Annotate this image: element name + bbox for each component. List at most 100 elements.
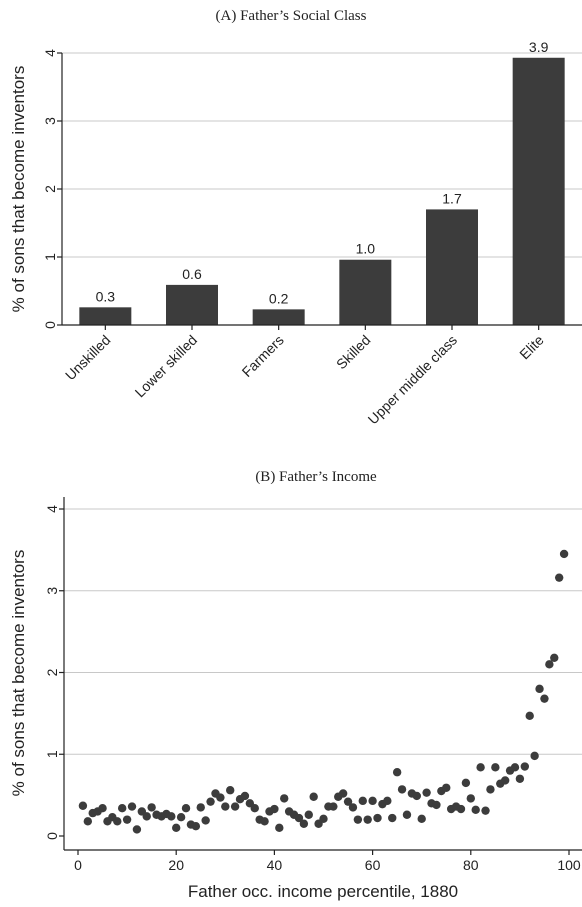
scatter-point — [373, 813, 382, 823]
panel-b-x-tick-label: 40 — [267, 857, 283, 873]
scatter-point — [132, 825, 142, 834]
category-label: Upper middle class — [365, 332, 461, 428]
scatter-point — [422, 788, 431, 797]
panel-b-x-tick-label: 80 — [463, 857, 479, 873]
scatter-point — [83, 817, 93, 826]
scatter-point — [432, 800, 441, 810]
panel-b-y-tick-label: 2 — [44, 668, 60, 676]
scatter-point — [172, 823, 181, 833]
scatter-point — [240, 791, 250, 801]
scatter-point — [201, 816, 210, 825]
scatter-point — [491, 763, 500, 772]
scatter-point — [412, 791, 421, 801]
panel-b-title: (B) Father’s Income — [255, 469, 377, 485]
scatter-point — [392, 768, 402, 777]
scatter-point — [250, 804, 259, 813]
scatter-point — [442, 783, 451, 792]
panel-b-x-axis-title: Father occ. income percentile, 1880 — [188, 882, 458, 901]
scatter-point — [540, 694, 549, 703]
scatter-point — [402, 810, 412, 819]
scatter-point — [270, 804, 279, 814]
panel-b-x-tick-label: 0 — [74, 857, 82, 873]
scatter-point — [280, 794, 289, 803]
scatter-point — [550, 653, 559, 662]
bar-value-label: 0.6 — [182, 266, 202, 282]
scatter-point — [176, 812, 186, 822]
scatter-point — [343, 797, 353, 806]
scatter-point — [368, 796, 377, 806]
scatter-point — [530, 751, 539, 761]
scatter-point — [127, 802, 137, 811]
scatter-point — [461, 778, 471, 788]
panel-a-title: (A) Father’s Social Class — [216, 8, 367, 24]
scatter-point — [304, 810, 313, 819]
scatter-point — [181, 804, 191, 813]
scatter-point — [476, 763, 485, 772]
panel-a-y-tick-label: 2 — [42, 185, 58, 193]
scatter-point — [206, 797, 215, 806]
scatter-point — [78, 801, 88, 810]
scatter-point — [338, 789, 348, 798]
panel-b-x-tick-label: 20 — [168, 857, 184, 873]
scatter-point — [216, 793, 225, 802]
bar-skilled — [339, 259, 392, 325]
scatter-point — [525, 711, 534, 721]
scatter-point — [294, 813, 304, 823]
bar-value-label: 1.0 — [356, 241, 376, 257]
scatter-point — [554, 573, 564, 582]
scatter-point — [113, 817, 122, 826]
scatter-point — [383, 796, 392, 806]
category-label: Farmers — [239, 332, 287, 380]
scatter-point — [466, 794, 475, 803]
category-label: Skilled — [333, 332, 373, 372]
panel-b-y-tick-label: 1 — [44, 750, 60, 758]
panel-a-y-axis-title: % of sons that become inventors — [9, 66, 28, 313]
scatter-point — [226, 786, 235, 795]
scatter-point — [142, 812, 151, 821]
scatter-point — [329, 802, 338, 811]
panel-b-x-tick-label: 60 — [365, 857, 381, 873]
scatter-point — [191, 821, 201, 831]
scatter-point — [481, 806, 490, 815]
scatter-point — [417, 814, 426, 824]
bar-value-label: 0.3 — [96, 288, 116, 304]
scatter-point — [353, 815, 363, 824]
scatter-point — [167, 812, 176, 821]
scatter-point — [299, 819, 309, 828]
scatter-point — [260, 817, 269, 826]
panel-b-y-axis-title: % of sons that become inventors — [9, 550, 28, 797]
bar-value-label: 1.7 — [442, 190, 462, 206]
scatter-point — [388, 813, 397, 823]
bar-farmers — [252, 309, 305, 325]
scatter-point — [122, 815, 132, 824]
bar-unskilled — [79, 307, 132, 325]
bar-elite — [512, 57, 565, 325]
bar-value-label: 0.2 — [269, 290, 289, 306]
scatter-point — [397, 785, 407, 794]
panel-a-y-tick-label: 0 — [42, 321, 58, 329]
bar-upper-middle-class — [426, 209, 478, 325]
scatter-point — [309, 792, 318, 801]
scatter-point — [535, 684, 544, 694]
bar-value-label: 3.9 — [529, 39, 549, 55]
scatter-point — [515, 774, 525, 783]
panel-a-y-tick-label: 1 — [42, 253, 58, 261]
scatter-point — [221, 802, 230, 811]
scatter-point — [486, 785, 495, 794]
scatter-point — [117, 804, 127, 813]
scatter-point — [510, 763, 520, 772]
scatter-point — [98, 804, 107, 813]
category-label: Elite — [516, 332, 547, 363]
scatter-point — [230, 802, 240, 811]
scatter-point — [545, 660, 554, 669]
scatter-point — [559, 549, 569, 559]
scatter-point — [196, 803, 205, 812]
panel-a-y-tick-label: 4 — [42, 49, 58, 57]
panel-b-y-tick-label: 0 — [44, 832, 60, 840]
scatter-point — [147, 803, 156, 812]
scatter-point — [520, 762, 530, 771]
scatter-point — [363, 815, 372, 824]
panel-b-x-tick-label: 100 — [557, 857, 581, 873]
category-label: Unskilled — [62, 332, 113, 383]
